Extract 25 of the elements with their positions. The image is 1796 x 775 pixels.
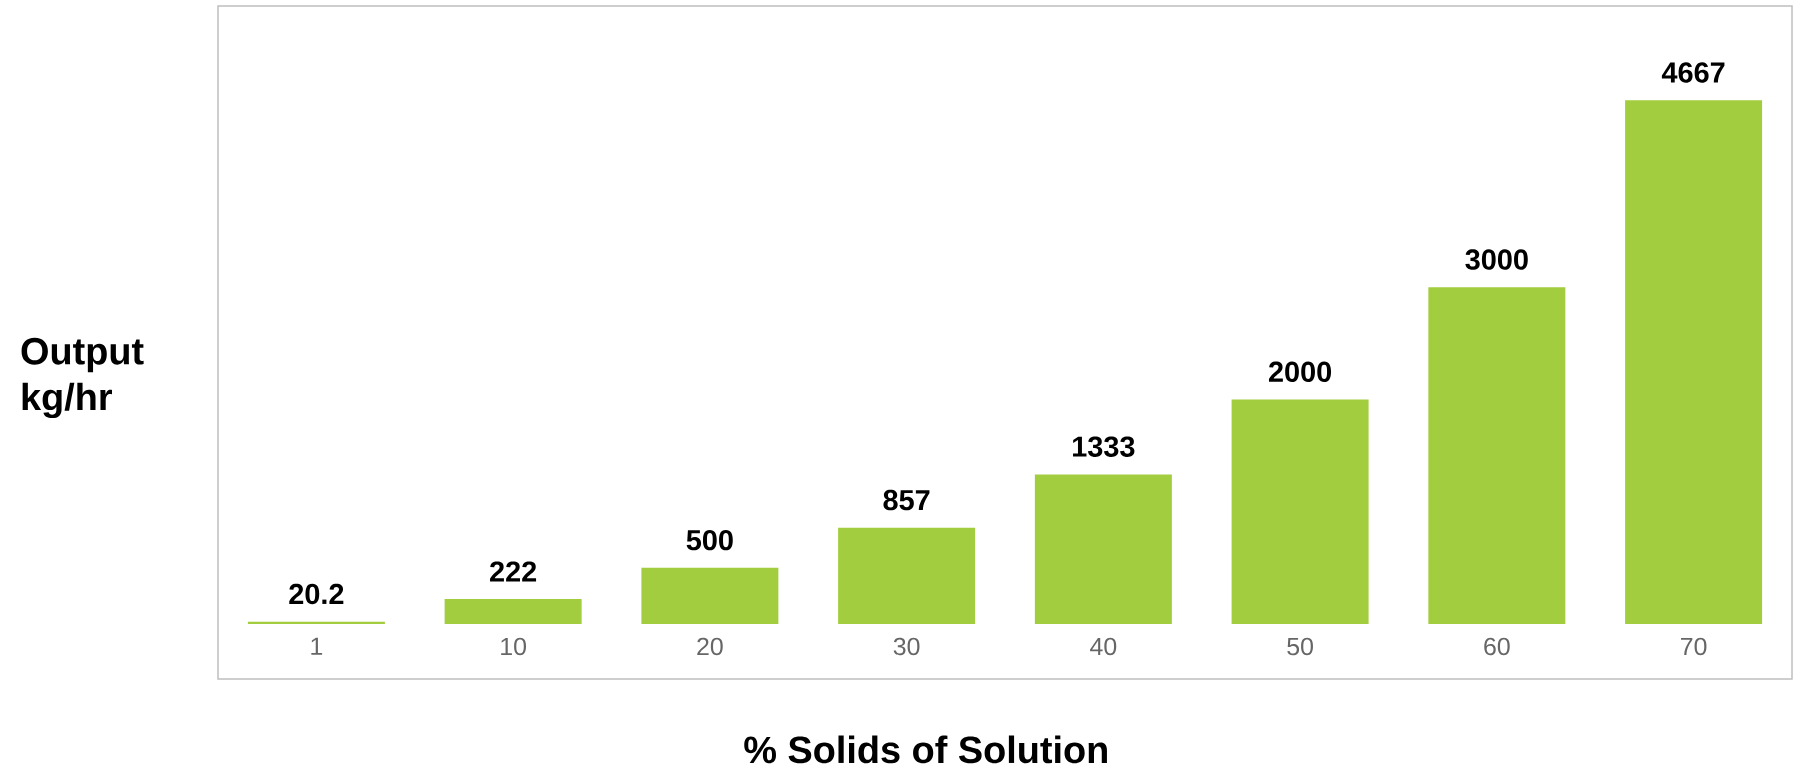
- data-label: 3000: [1465, 249, 1528, 270]
- data-label: 2000: [1268, 361, 1332, 383]
- bar: [641, 567, 779, 624]
- bar: [1428, 287, 1566, 624]
- bar: [1034, 474, 1172, 624]
- bar: [1625, 100, 1763, 624]
- data-label: 20.2: [289, 583, 344, 605]
- x-tick-label: 70: [1681, 637, 1707, 656]
- x-tick-label: 20: [697, 637, 723, 656]
- x-tick-label: 10: [501, 637, 526, 656]
- x-tick-label: 30: [893, 637, 920, 656]
- data-label: 857: [883, 489, 930, 511]
- x-tick-label: 50: [1287, 637, 1313, 656]
- x-tick-label: 60: [1484, 637, 1510, 656]
- data-label: 4667: [1661, 62, 1725, 83]
- data-label: 1333: [1073, 436, 1135, 457]
- bar: [444, 599, 582, 624]
- x-axis-title: % Solids of Solution: [744, 735, 1107, 764]
- data-label: 222: [490, 561, 537, 582]
- x-tick-label: 1: [311, 637, 323, 655]
- data-label: 500: [686, 529, 733, 551]
- bar: [838, 527, 976, 624]
- y-axis-title: Output kg/hr: [21, 337, 144, 419]
- x-tick-label: 40: [1090, 637, 1117, 656]
- bar: [1231, 399, 1369, 624]
